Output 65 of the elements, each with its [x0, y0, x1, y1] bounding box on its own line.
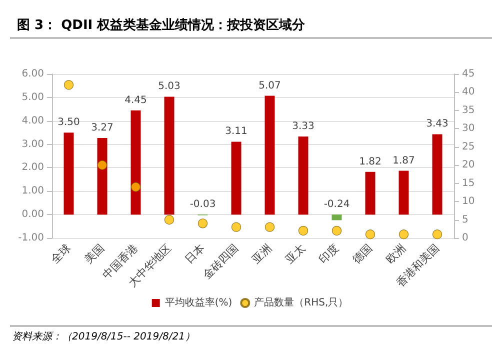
bar — [231, 142, 242, 215]
y2-tick-label: 45 — [462, 68, 475, 80]
point — [432, 230, 442, 240]
x-tick-label: 欧洲 — [384, 241, 408, 266]
y-tick-label: 5.00 — [22, 92, 44, 103]
x-tick-label: 日本 — [182, 241, 208, 266]
bar — [432, 134, 442, 215]
data-label: 5.03 — [158, 81, 180, 92]
bar — [365, 172, 376, 215]
point — [97, 160, 108, 170]
bar — [264, 96, 275, 215]
y-tick-label: 6.00 — [22, 68, 44, 80]
x-tick-label: 印度 — [316, 241, 342, 266]
data-label: 3.50 — [58, 117, 80, 128]
x-tick-label: 亚太 — [283, 241, 308, 266]
y2-tick-label: 15 — [462, 178, 475, 189]
point — [231, 222, 242, 232]
legend-label: 平均收益率(%) — [164, 296, 232, 308]
y-tick-label: 3.00 — [22, 138, 44, 150]
data-label: 5.07 — [258, 80, 281, 92]
y2-tick-label: 30 — [462, 123, 475, 134]
y2-tick-label: 10 — [462, 196, 475, 208]
y-tick-label: 1.00 — [22, 186, 44, 197]
bar — [130, 110, 141, 215]
point — [365, 230, 376, 240]
bar — [398, 170, 409, 215]
point — [198, 218, 208, 228]
bar — [164, 96, 174, 215]
data-label: -0.03 — [190, 199, 216, 210]
data-label: 3.11 — [225, 126, 248, 138]
bar — [298, 136, 308, 215]
point — [332, 226, 342, 236]
x-tick-label: 美国 — [82, 241, 107, 266]
text: 资料来源：（2019/8/15-- 2019/8/21） — [12, 330, 195, 342]
point — [130, 182, 141, 192]
y2-tick-label: 5 — [462, 214, 468, 226]
x-tick-label: 全球 — [48, 241, 74, 266]
bar — [97, 138, 108, 215]
data-label: 3.43 — [426, 118, 448, 130]
point — [164, 214, 174, 225]
data-label: 3.33 — [292, 121, 314, 132]
bar — [64, 132, 74, 215]
y-tick-label: 2.00 — [22, 162, 44, 174]
y-tick-label: 4.00 — [22, 115, 44, 126]
data-label: -0.24 — [324, 199, 350, 210]
y2-tick-label: 35 — [462, 104, 475, 116]
data-label: 4.45 — [124, 94, 147, 106]
y2-tick-label: 25 — [462, 141, 475, 152]
point — [64, 80, 74, 90]
legend-label: 产品数量（RHS,只） — [254, 296, 348, 308]
chart-title: 图 3： QDII 权益类基金业绩情况：按投资区域分 — [17, 17, 306, 33]
y2-tick-label: 40 — [462, 86, 475, 98]
y2-tick-label: 20 — [462, 160, 475, 171]
point — [264, 222, 275, 232]
data-label: 1.87 — [392, 155, 415, 166]
x-tick-label: 亚洲 — [250, 241, 274, 266]
x-tick-label: 德国 — [350, 241, 375, 266]
point — [298, 226, 308, 236]
y-tick-label: 0.00 — [22, 209, 44, 220]
point — [398, 230, 409, 240]
data-label: 1.82 — [359, 156, 382, 168]
y-tick-label: -1.00 — [18, 232, 44, 244]
bar — [332, 214, 342, 220]
y2-tick-label: 0 — [462, 232, 468, 244]
data-label: 3.27 — [91, 122, 114, 134]
